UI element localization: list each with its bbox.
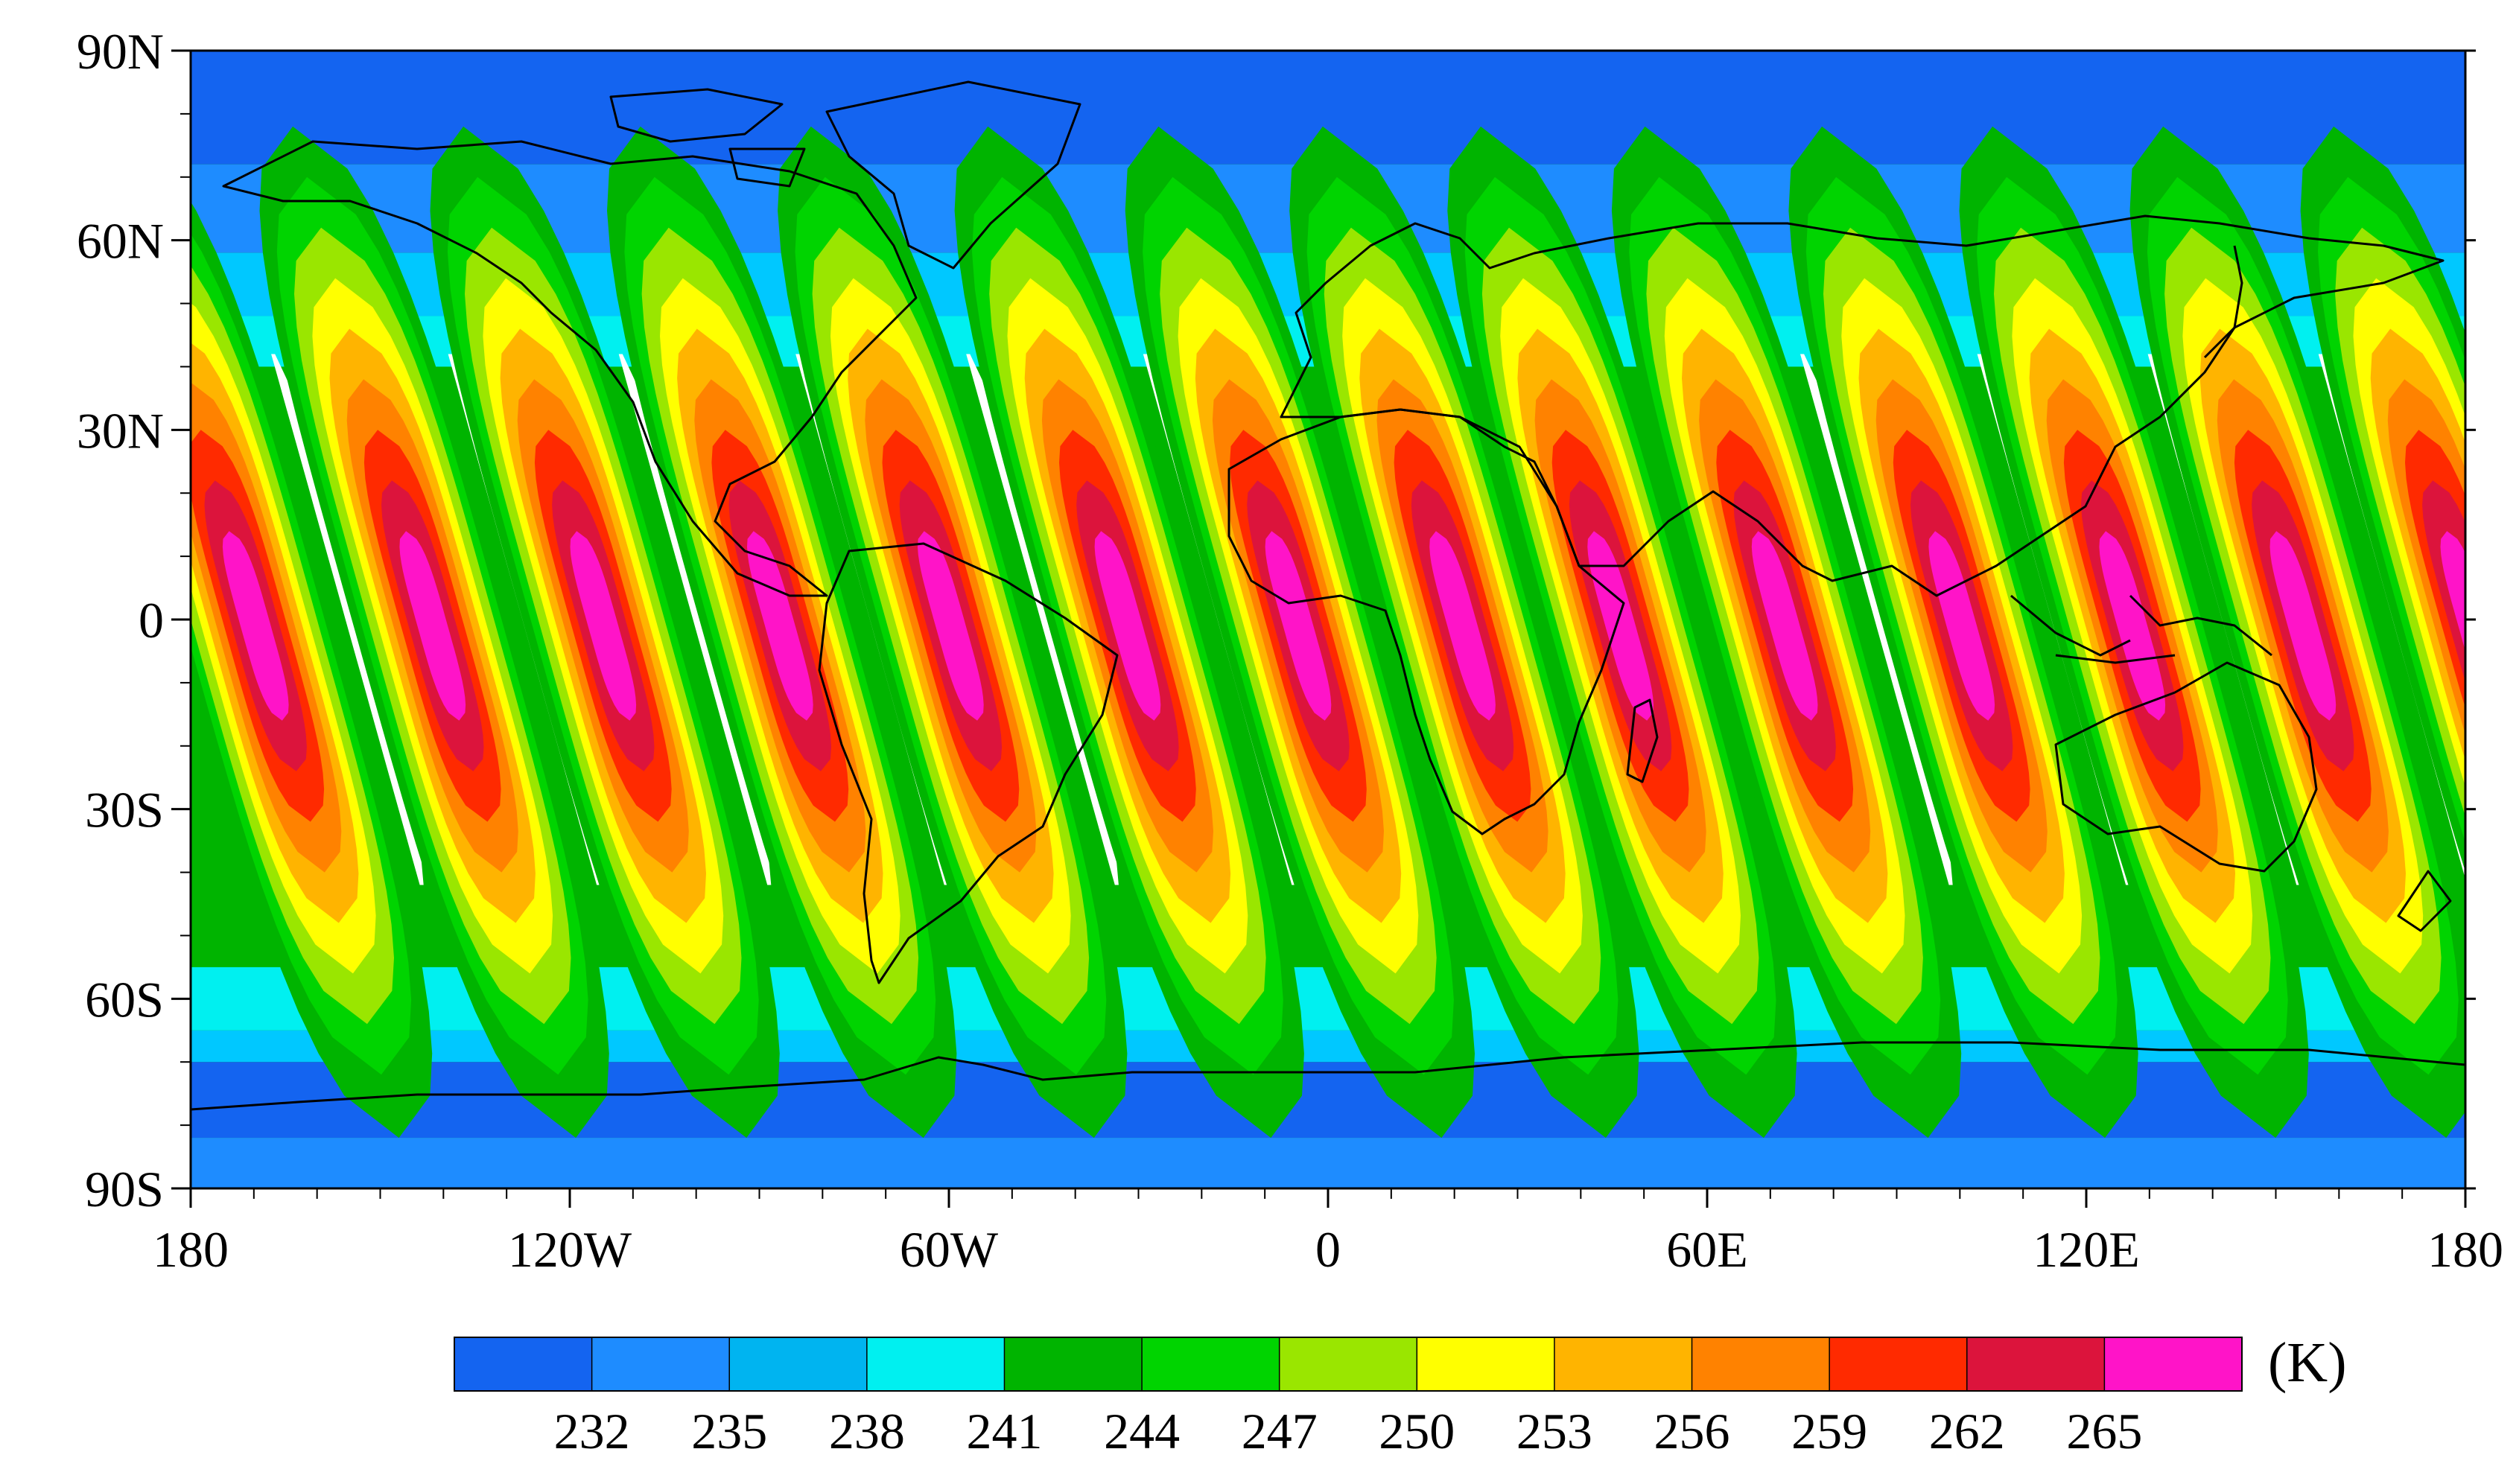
colorbar-cell bbox=[729, 1337, 868, 1391]
swath-band bbox=[222, 531, 289, 721]
coastline-australia bbox=[2054, 661, 2318, 873]
latitude-axis: 90N 60N 30N 0 30S 60S 90S bbox=[77, 23, 2476, 1217]
swath-band bbox=[1587, 531, 1654, 721]
colorbar-tick-label: 262 bbox=[1929, 1403, 2005, 1459]
swath-band bbox=[1265, 531, 1332, 721]
swath-band bbox=[1429, 531, 1496, 721]
colorbar-tick-label: 244 bbox=[1104, 1403, 1180, 1459]
colorbar-tick-label: 256 bbox=[1654, 1403, 1730, 1459]
swath bbox=[607, 126, 957, 1139]
lat-tick-label: 90N bbox=[77, 23, 164, 80]
swath bbox=[430, 126, 780, 1139]
swath-band bbox=[2440, 531, 2465, 652]
colorbar-cell bbox=[1829, 1337, 1968, 1391]
swath-band bbox=[2099, 531, 2166, 721]
colorbar-cell bbox=[1691, 1337, 1830, 1391]
swath bbox=[1611, 126, 1962, 1139]
colorbar-tick-labels: 232 235 238 241 244 247 250 253 256 259 262 265 bbox=[554, 1403, 2143, 1459]
lat-tick-label: 90S bbox=[85, 1161, 164, 1217]
swath bbox=[1788, 126, 2138, 1139]
coastline-maritime-continent bbox=[2010, 594, 2272, 664]
lat-tick-label: 60S bbox=[85, 971, 164, 1028]
lon-tick-label: 180 bbox=[153, 1221, 229, 1278]
colorbar-cell bbox=[1966, 1337, 2105, 1391]
coastline-japan bbox=[2203, 245, 2243, 359]
latitude-band bbox=[191, 1138, 2465, 1188]
colorbar: 232 235 238 241 244 247 250 253 256 259 262 265 (K) bbox=[454, 1331, 2347, 1459]
lat-tick-label: 60N bbox=[77, 213, 164, 270]
swath-gap bbox=[618, 354, 772, 885]
swath bbox=[1447, 126, 1797, 1139]
colorbar-tick-label: 253 bbox=[1516, 1403, 1592, 1459]
swath-band bbox=[918, 531, 984, 721]
swath-band bbox=[1751, 531, 1818, 721]
swath bbox=[2129, 126, 2465, 1139]
swath-band bbox=[1094, 531, 1161, 721]
colorbar-cell bbox=[591, 1337, 730, 1391]
colorbar-cell bbox=[1004, 1337, 1143, 1391]
lon-tick-label: 120E bbox=[2033, 1221, 2140, 1278]
swath-gap bbox=[271, 354, 424, 885]
swath bbox=[2300, 126, 2519, 885]
swath-band bbox=[2422, 480, 2465, 682]
swath bbox=[778, 126, 1128, 1139]
lat-tick-label: 30S bbox=[85, 782, 164, 838]
lon-tick-label: 60E bbox=[1666, 1221, 1748, 1278]
coastlines bbox=[191, 80, 2465, 1111]
coastline-greenland bbox=[825, 80, 1081, 270]
swath-gap bbox=[966, 354, 1119, 885]
colorbar-cell bbox=[1554, 1337, 1693, 1391]
coastline-antarctica bbox=[191, 1041, 2465, 1111]
coastline-north-america bbox=[222, 140, 918, 597]
swath bbox=[191, 201, 433, 1139]
colorbar-tick-label: 265 bbox=[2066, 1403, 2142, 1459]
swath-gap bbox=[2489, 354, 2519, 885]
colorbar-tick-label: 232 bbox=[554, 1403, 630, 1459]
colorbar-tick-label: 247 bbox=[1242, 1403, 1318, 1459]
colorbar-cell bbox=[1279, 1337, 1417, 1391]
colorbar-cell bbox=[2104, 1337, 2243, 1391]
swath-band bbox=[747, 531, 813, 721]
lon-tick-label: 120W bbox=[508, 1221, 632, 1278]
colorbar-cells bbox=[454, 1337, 2243, 1391]
lon-tick-label: 0 bbox=[1315, 1221, 1341, 1278]
colorbar-tick-label: 241 bbox=[966, 1403, 1042, 1459]
colorbar-cell bbox=[866, 1337, 1005, 1391]
colorbar-cell bbox=[1142, 1337, 1280, 1391]
colorbar-unit-label: (K) bbox=[2268, 1331, 2347, 1394]
colorbar-frame bbox=[454, 1337, 2243, 1392]
swath-band bbox=[570, 531, 637, 721]
satellite-swaths bbox=[191, 126, 2519, 1139]
map-panel bbox=[189, 49, 2519, 1190]
lat-tick-label: 30N bbox=[77, 402, 164, 459]
colorbar-cell bbox=[1417, 1337, 1555, 1391]
swath-band bbox=[2269, 531, 2337, 721]
coastline-south-america bbox=[818, 542, 1119, 984]
colorbar-tick-label: 259 bbox=[1791, 1403, 1867, 1459]
colorbar-tick-label: 250 bbox=[1379, 1403, 1455, 1459]
colorbar-tick-label: 238 bbox=[829, 1403, 905, 1459]
swath bbox=[1289, 126, 1639, 1139]
swath bbox=[1959, 126, 2309, 1139]
lon-tick-label: 60W bbox=[900, 1221, 999, 1278]
colorbar-tick-label: 235 bbox=[691, 1403, 767, 1459]
longitude-axis: 180 120W 60W 0 60E 120E 180 bbox=[153, 1188, 2503, 1278]
coastline-madagascar bbox=[1626, 698, 1659, 783]
colorbar-cell bbox=[454, 1337, 593, 1391]
coastline-new-zealand bbox=[2397, 870, 2452, 932]
coastline-arctic-islands bbox=[609, 88, 806, 188]
swath-band bbox=[399, 531, 466, 721]
swath bbox=[954, 126, 1304, 1139]
lat-tick-label: 0 bbox=[139, 592, 164, 649]
swath-gap bbox=[2318, 354, 2465, 879]
swath-band bbox=[1928, 531, 1995, 721]
lon-tick-label: 180 bbox=[2427, 1221, 2503, 1278]
swath-gap bbox=[1800, 354, 1953, 885]
